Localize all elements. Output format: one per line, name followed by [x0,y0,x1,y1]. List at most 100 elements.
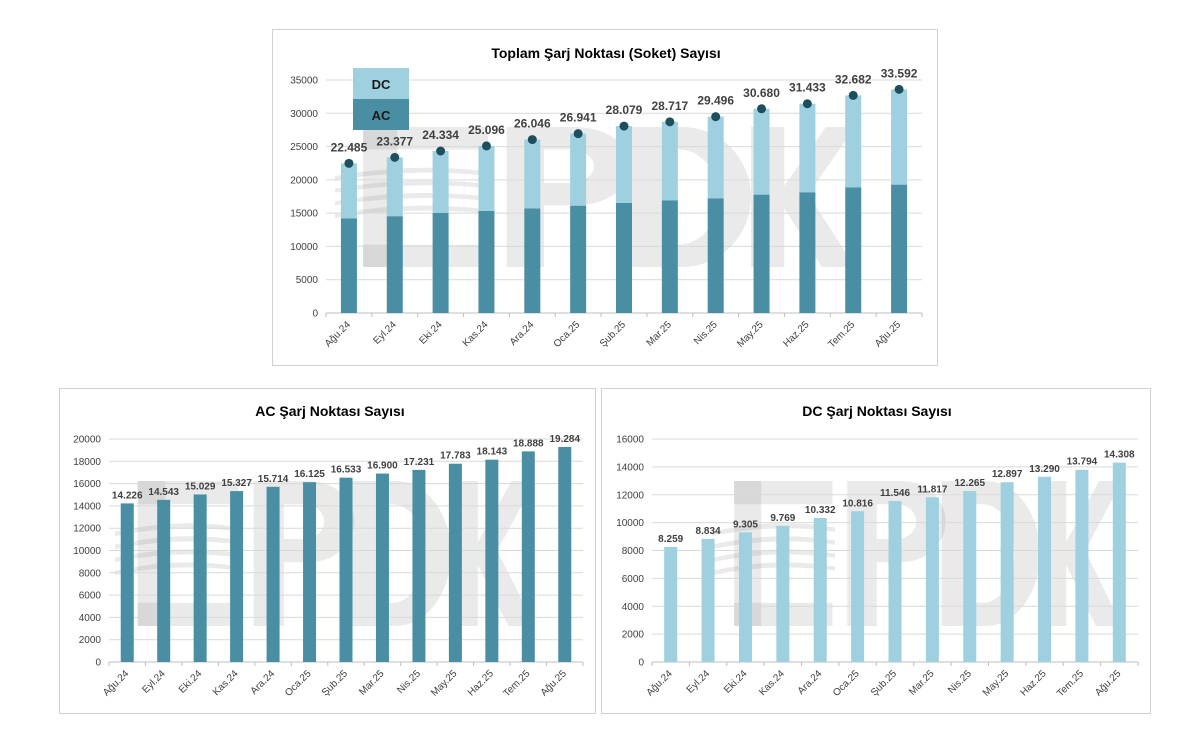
bar-dc [386,157,403,217]
bar [303,482,317,662]
y-tick-label: 10000 [73,546,101,557]
bar [558,446,572,662]
data-label: 9.769 [770,513,795,524]
x-tick-label: Nis.25 [946,668,974,696]
bar [448,463,462,662]
watermark-shape [335,180,491,193]
bar [266,486,280,662]
bar-ac [799,192,816,313]
total-label: 24.334 [422,128,459,142]
x-tick-label: Ağu.25 [873,319,903,349]
total-chart-panel: Toplam Şarj Noktası (Soket) Sayısı 0 5000 1… [272,29,938,366]
bar-dc [799,103,816,193]
x-tick-label: Eyl.24 [371,319,399,347]
bar [157,499,171,662]
x-tick-label: Kas.24 [757,668,787,698]
y-tick-label: 6000 [79,591,102,602]
watermark-shape [734,481,833,505]
x-tick-label: Tem.25 [826,319,857,350]
total-label: 26.941 [560,111,597,125]
x-tick-label: Tem.25 [501,668,532,699]
x-tick-label: Eki.24 [722,668,750,696]
y-tick-label: 4000 [79,613,102,624]
total-label: 23.377 [376,134,413,148]
bar [738,532,752,662]
bar [230,491,244,662]
y-tick-label: 2000 [79,635,102,646]
bar-ac [340,218,357,313]
bar [193,494,207,662]
y-tick-label: 25000 [290,142,318,153]
bar-dc [340,163,357,219]
data-label: 11.546 [880,488,910,499]
legend-swatch-dc [353,68,409,99]
total-label: 28.717 [651,99,688,113]
bar-ac [845,187,862,313]
y-tick-label: 8000 [622,546,645,557]
y-tick-label: 8000 [79,568,102,579]
y-tick-label: 20000 [290,175,318,186]
y-tick-label: 14000 [616,462,644,473]
total-marker [848,90,858,100]
y-tick-label: 15000 [290,209,318,220]
bar-ac [478,210,495,313]
total-label: 28.079 [606,103,643,117]
data-label: 10.816 [842,498,873,509]
y-tick-label: 6000 [622,574,645,585]
bar-ac [432,212,449,313]
bar [339,477,353,662]
y-tick-label: 0 [95,658,101,669]
data-label: 16.900 [367,461,398,472]
data-label: 14.543 [148,487,179,498]
bar-ac [570,205,587,313]
data-label: 10.332 [805,505,836,516]
x-tick-label: Ağu.24 [323,319,353,349]
data-label: 18.143 [477,447,508,458]
total-label: 33.592 [881,66,918,80]
data-label: 8.834 [696,526,721,537]
legend: DC AC [353,68,409,130]
total-marker [665,117,675,127]
bar-dc [616,126,632,203]
bar-dc [524,139,541,209]
watermark-shape [137,481,239,505]
y-tick-label: 14000 [73,501,101,512]
watermark-shape [712,523,835,537]
total-marker [527,135,537,145]
total-marker [711,112,721,122]
y-tick-label: 16000 [616,435,644,446]
bar [1000,482,1014,662]
x-tick-label: Şub.25 [598,319,628,349]
total-marker [436,146,446,156]
data-label: 14.308 [1104,450,1135,461]
bar [1075,469,1089,662]
x-tick-label: May.25 [735,319,766,350]
y-tick-label: 10000 [616,518,644,529]
bar-dc [478,145,495,211]
watermark-shape [363,127,488,150]
legend-swatch-ac [353,99,409,130]
bar [925,497,939,662]
y-tick-label: 0 [312,309,318,320]
total-marker [481,141,491,151]
x-tick-label: Ara.24 [796,668,825,697]
x-tick-label: May.25 [429,668,460,699]
data-label: 8.259 [658,534,683,545]
data-label: 11.817 [917,484,947,495]
watermark-shape [115,536,241,550]
y-tick-label: 5000 [296,275,319,286]
dc-chart: DC Şarj Noktası Sayısı 0 2000 4000 6000 8000 1… [616,403,1139,699]
x-tick-label: Eki.24 [177,668,205,696]
data-label: 15.714 [258,474,289,485]
x-tick-label: Oca.25 [831,668,862,699]
data-label: 9.305 [733,519,758,530]
watermark-shape [941,481,1040,626]
x-tick-label: Eki.24 [417,319,445,347]
bar-dc [570,133,587,206]
data-label: 17.231 [404,457,435,468]
watermark-shape [115,562,241,576]
total-marker [390,152,400,162]
total-marker [894,84,904,94]
bar [120,503,134,662]
x-tick-label: Nis.25 [692,319,720,347]
